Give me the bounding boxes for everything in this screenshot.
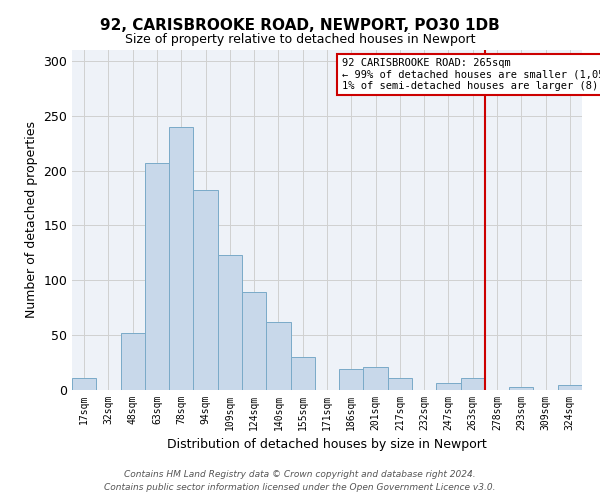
Bar	[509, 386, 533, 390]
Text: 92, CARISBROOKE ROAD, NEWPORT, PO30 1DB: 92, CARISBROOKE ROAD, NEWPORT, PO30 1DB	[100, 18, 500, 32]
Bar	[218, 255, 242, 390]
Bar	[436, 384, 461, 390]
Bar	[193, 190, 218, 390]
Text: Size of property relative to detached houses in Newport: Size of property relative to detached ho…	[125, 32, 475, 46]
Bar	[145, 163, 169, 390]
Bar	[364, 367, 388, 390]
Bar	[242, 292, 266, 390]
Bar	[266, 322, 290, 390]
Bar	[290, 357, 315, 390]
Bar	[169, 127, 193, 390]
Bar	[461, 378, 485, 390]
Bar	[558, 384, 582, 390]
Y-axis label: Number of detached properties: Number of detached properties	[25, 122, 38, 318]
Bar	[72, 378, 96, 390]
X-axis label: Distribution of detached houses by size in Newport: Distribution of detached houses by size …	[167, 438, 487, 452]
Bar	[388, 378, 412, 390]
Text: Contains HM Land Registry data © Crown copyright and database right 2024.
Contai: Contains HM Land Registry data © Crown c…	[104, 470, 496, 492]
Bar	[121, 333, 145, 390]
Bar	[339, 369, 364, 390]
Text: 92 CARISBROOKE ROAD: 265sqm
← 99% of detached houses are smaller (1,052)
1% of s: 92 CARISBROOKE ROAD: 265sqm ← 99% of det…	[341, 58, 600, 91]
